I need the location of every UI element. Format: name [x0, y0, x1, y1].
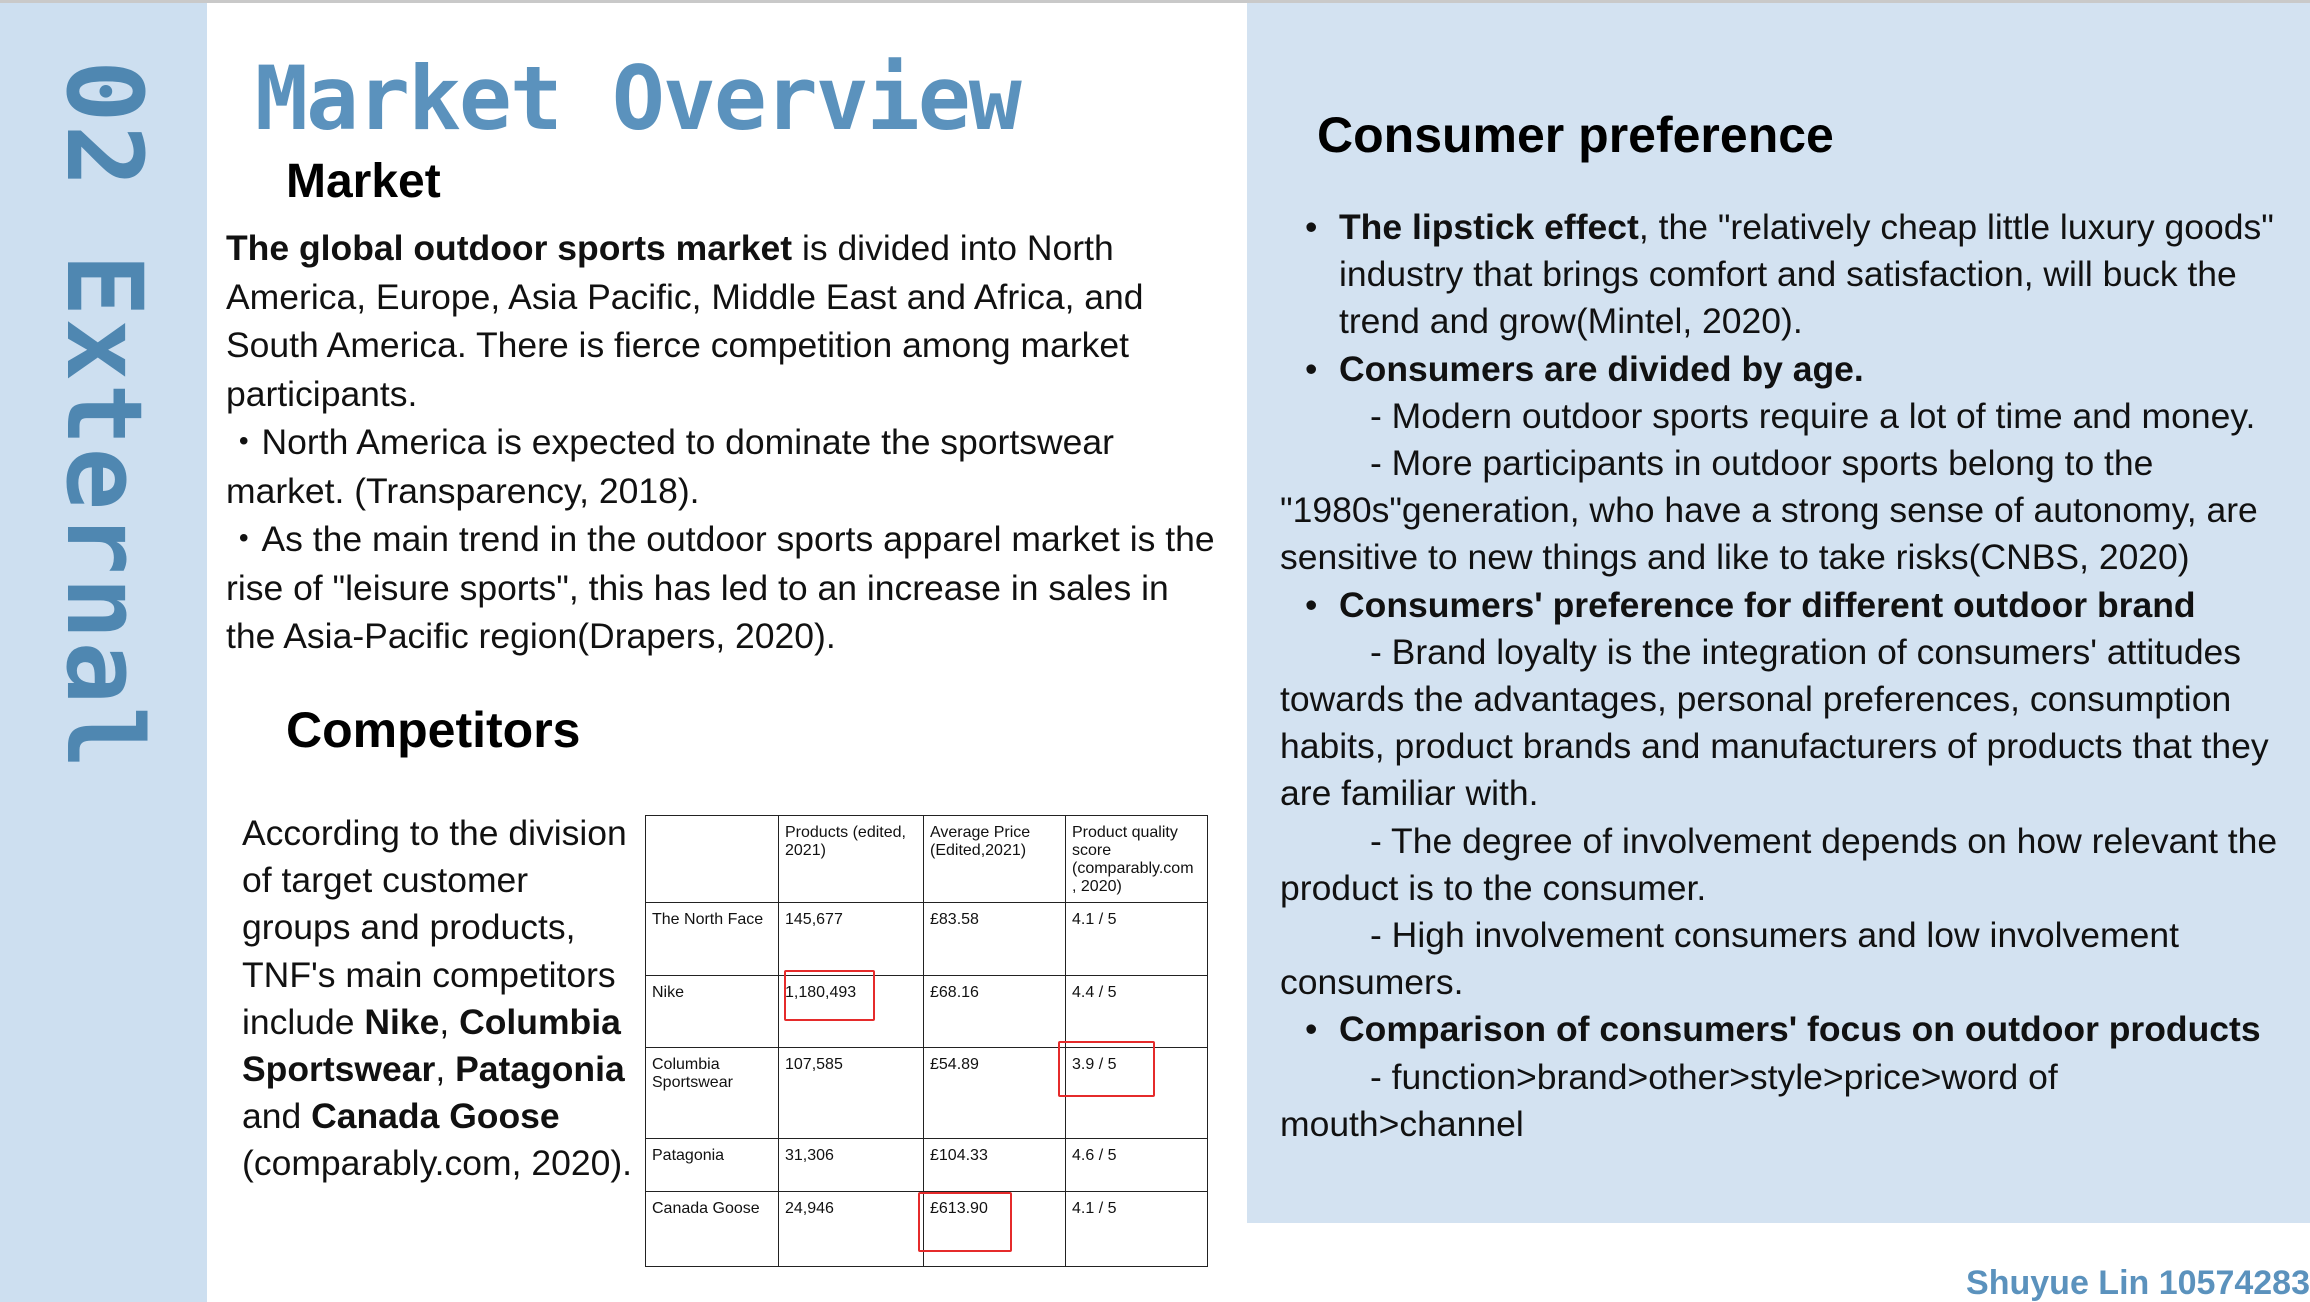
table-cell: £68.16 [923, 975, 1066, 1048]
page-title: Market Overview [255, 47, 1022, 150]
competitor-canada-goose: Canada Goose [311, 1096, 560, 1137]
table-cell: 24,946 [778, 1191, 924, 1267]
table-header-cell: Product quality score (comparably.com , … [1065, 815, 1208, 903]
table-cell: Nike [645, 975, 779, 1048]
top-divider [0, 0, 2310, 3]
bullet-icon: • [1305, 207, 1318, 247]
table-cell: 1,180,493 [778, 975, 924, 1048]
table-cell: Canada Goose [645, 1191, 779, 1267]
competitor-table: Products (edited, 2021) Average Price (E… [645, 815, 1208, 1267]
competitor-columbia: Columbia Sportswear [242, 1001, 621, 1090]
table-cell: £613.90 [923, 1191, 1066, 1267]
consumer-panel [1247, 3, 2310, 1223]
market-intro-rest: is divided into North America, Europe, A… [226, 228, 1144, 414]
table-cell: 4.1 / 5 [1065, 902, 1208, 976]
bullet-icon: • [1305, 1009, 1318, 1050]
list-subitem: - Modern outdoor sports require a lot of… [1370, 395, 2256, 436]
bullet-icon: • [1305, 348, 1318, 389]
table-row: Patagonia 31,306 £104.33 4.6 / 5 [645, 1138, 1208, 1192]
bullet-icon: • [1305, 584, 1318, 625]
table-header-cell: Average Price (Edited,2021) [923, 815, 1066, 903]
list-item: • Consumers' preference for different out… [1280, 582, 2300, 629]
list-subitem: - High involvement consumers and low inv… [1280, 915, 2179, 1003]
table-cell: 3.9 / 5 [1065, 1047, 1208, 1139]
table-row: Columbia Sportswear 107,585 £54.89 3.9 /… [645, 1047, 1208, 1139]
list-subitem: - More participants in outdoor sports be… [1280, 443, 2258, 578]
list-subitem: - function>brand>other>style>price>word … [1280, 1056, 2058, 1144]
table-cell: Columbia Sportswear [645, 1047, 779, 1139]
list-item: • Comparison of consumers' focus on outdo… [1280, 1006, 2300, 1053]
table-cell: 145,677 [778, 902, 924, 976]
highlight-box-columbia-score [1058, 1041, 1155, 1097]
list-item: • Consumers are divided by age. [1280, 346, 2300, 393]
side-band [0, 3, 207, 1302]
table-cell: 4.4 / 5 [1065, 975, 1208, 1048]
table-header-row: Products (edited, 2021) Average Price (E… [645, 815, 1208, 903]
table-row: Nike 1,180,493 £68.16 4.4 / 5 [645, 975, 1208, 1048]
competitor-patagonia: Patagonia [455, 1049, 625, 1090]
table-header-cell [645, 815, 779, 903]
market-heading: Market [286, 155, 441, 208]
competitors-text: According to the division of target cust… [242, 813, 632, 1184]
competitor-nike: Nike [364, 1001, 440, 1042]
highlight-box-nike-products [784, 970, 875, 1021]
table-cell: The North Face [645, 902, 779, 976]
table-row: The North Face 145,677 £83.58 4.1 / 5 [645, 902, 1208, 976]
highlight-box-canada-goose-price [918, 1192, 1012, 1252]
table-cell: 4.6 / 5 [1065, 1138, 1208, 1192]
list-subitem: - Brand loyalty is the integration of co… [1280, 631, 2269, 814]
table-cell: 4.1 / 5 [1065, 1191, 1208, 1267]
list-subitem: - The degree of involvement depends on h… [1280, 820, 2278, 908]
table-cell: £104.33 [923, 1138, 1066, 1192]
consumer-list: • The lipstick effect, the "relatively ch… [1280, 204, 2300, 1148]
competitors-heading: Competitors [286, 702, 581, 758]
table-cell: £54.89 [923, 1047, 1066, 1139]
list-item: • The lipstick effect, the "relatively ch… [1280, 204, 2300, 346]
market-point-north-america: ・North America is expected to dominate t… [226, 422, 1114, 511]
market-point-leisure-sports: ・As the main trend in the outdoor sports… [226, 519, 1215, 656]
table-header-cell: Products (edited, 2021) [778, 815, 924, 903]
consumer-heading: Consumer preference [1317, 107, 1834, 163]
table-cell: Patagonia [645, 1138, 779, 1192]
market-intro: The global outdoor sports market is divi… [226, 224, 1226, 418]
section-label: 02 External [43, 60, 165, 771]
table-cell: £83.58 [923, 902, 1066, 976]
market-intro-bold: The global outdoor sports market [226, 228, 793, 268]
table-cell: 107,585 [778, 1047, 924, 1139]
author-footer: Shuyue Lin 10574283 [1966, 1264, 2310, 1302]
market-text: The global outdoor sports market is divi… [226, 224, 1226, 661]
table-row: Canada Goose 24,946 £613.90 4.1 / 5 [645, 1191, 1208, 1267]
table-cell: 31,306 [778, 1138, 924, 1192]
